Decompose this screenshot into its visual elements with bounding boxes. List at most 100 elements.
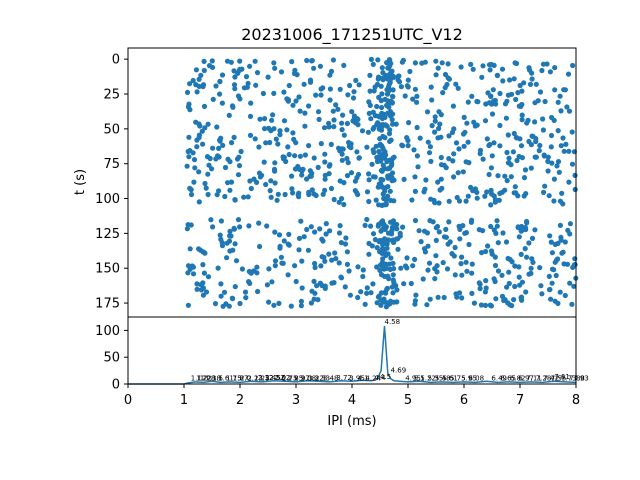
- raster-point: [383, 152, 389, 158]
- raster-point: [474, 195, 480, 201]
- raster-point: [394, 299, 400, 305]
- raster-point: [309, 58, 315, 64]
- raster-point: [374, 81, 381, 87]
- raster-point: [479, 250, 485, 256]
- raster-point: [184, 163, 190, 169]
- raster-point: [403, 263, 409, 269]
- raster-point: [299, 172, 305, 178]
- raster-point: [537, 89, 544, 95]
- ipi-peak-label: 1.61: [218, 374, 234, 382]
- raster-point: [264, 282, 270, 288]
- raster-point: [526, 240, 532, 246]
- raster-point: [307, 173, 313, 179]
- raster-point: [387, 197, 394, 203]
- raster-point: [404, 255, 410, 261]
- raster-point: [551, 176, 558, 182]
- raster-point: [200, 262, 206, 268]
- raster-point: [483, 248, 489, 255]
- raster-point: [480, 228, 486, 234]
- raster-point: [412, 217, 419, 224]
- raster-point: [247, 63, 253, 69]
- raster-point: [263, 140, 269, 146]
- raster-point: [416, 228, 422, 234]
- ipi-peak-label: 1.75: [226, 374, 242, 382]
- raster-point: [382, 135, 388, 141]
- raster-point: [567, 280, 573, 286]
- raster-point: [505, 300, 511, 306]
- raster-point: [391, 280, 397, 286]
- raster-point: [378, 158, 384, 164]
- raster-point: [190, 150, 196, 156]
- raster-point: [380, 122, 386, 128]
- ipi-x-tick-label: 5: [404, 393, 412, 408]
- raster-point: [261, 159, 267, 165]
- ipi-peak-label: 6.49: [491, 374, 507, 382]
- raster-point: [485, 90, 491, 96]
- raster-point: [521, 193, 527, 199]
- raster-point: [477, 147, 484, 153]
- raster-point: [465, 193, 471, 199]
- raster-point: [327, 228, 333, 234]
- raster-point: [384, 158, 390, 164]
- raster-point: [196, 199, 202, 205]
- raster-point: [551, 198, 557, 204]
- raster-point: [469, 261, 475, 267]
- ipi-peak-label: 1.12: [191, 374, 207, 382]
- raster-point: [381, 195, 387, 202]
- raster-point: [506, 155, 512, 161]
- raster-point: [565, 71, 572, 77]
- raster-point: [339, 146, 345, 152]
- raster-point: [284, 127, 290, 133]
- raster-point: [463, 198, 469, 204]
- raster-point: [284, 96, 290, 102]
- raster-point: [213, 156, 219, 162]
- raster-point: [532, 227, 538, 233]
- raster-point: [391, 239, 397, 245]
- raster-point: [366, 251, 372, 257]
- raster-point: [328, 185, 335, 192]
- raster-point: [282, 191, 288, 198]
- raster-point: [219, 72, 226, 78]
- raster-point: [329, 280, 335, 286]
- raster-point: [503, 115, 509, 121]
- raster-point: [338, 240, 344, 246]
- raster-point: [499, 272, 505, 278]
- raster-point: [385, 184, 391, 190]
- raster-point: [243, 295, 249, 301]
- raster-point: [533, 81, 539, 87]
- raster-point: [203, 185, 209, 191]
- raster-point: [277, 243, 283, 249]
- raster-point: [319, 254, 325, 260]
- ipi-peak-label: 4.5: [380, 373, 391, 381]
- raster-point: [254, 264, 260, 270]
- raster-point: [381, 202, 387, 208]
- raster-point: [304, 226, 310, 233]
- raster-point: [184, 89, 191, 95]
- raster-point: [394, 287, 400, 293]
- raster-point: [537, 265, 543, 271]
- raster-point: [366, 177, 372, 183]
- raster-point: [311, 155, 317, 161]
- raster-point: [446, 219, 452, 225]
- ipi-peak-label: 4.1: [358, 374, 369, 382]
- ipi-peak-label: 7.73: [561, 374, 577, 382]
- raster-point: [203, 289, 210, 295]
- raster-point: [387, 165, 393, 171]
- raster-point: [415, 164, 421, 170]
- raster-point: [405, 143, 411, 149]
- raster-point: [216, 188, 222, 194]
- raster-point: [488, 223, 494, 230]
- raster-point: [381, 266, 387, 272]
- raster-point: [339, 120, 345, 126]
- raster-point: [390, 94, 396, 100]
- raster-point: [355, 294, 361, 301]
- ipi-x-tick-label: 6: [460, 393, 468, 408]
- raster-point: [378, 98, 384, 104]
- raster-point: [306, 143, 312, 149]
- ipi-peak-label: 5.48: [435, 374, 451, 382]
- raster-point: [229, 140, 235, 146]
- raster-point: [218, 135, 224, 141]
- raster-point: [488, 93, 494, 99]
- raster-point: [557, 222, 564, 228]
- raster-point: [352, 178, 358, 184]
